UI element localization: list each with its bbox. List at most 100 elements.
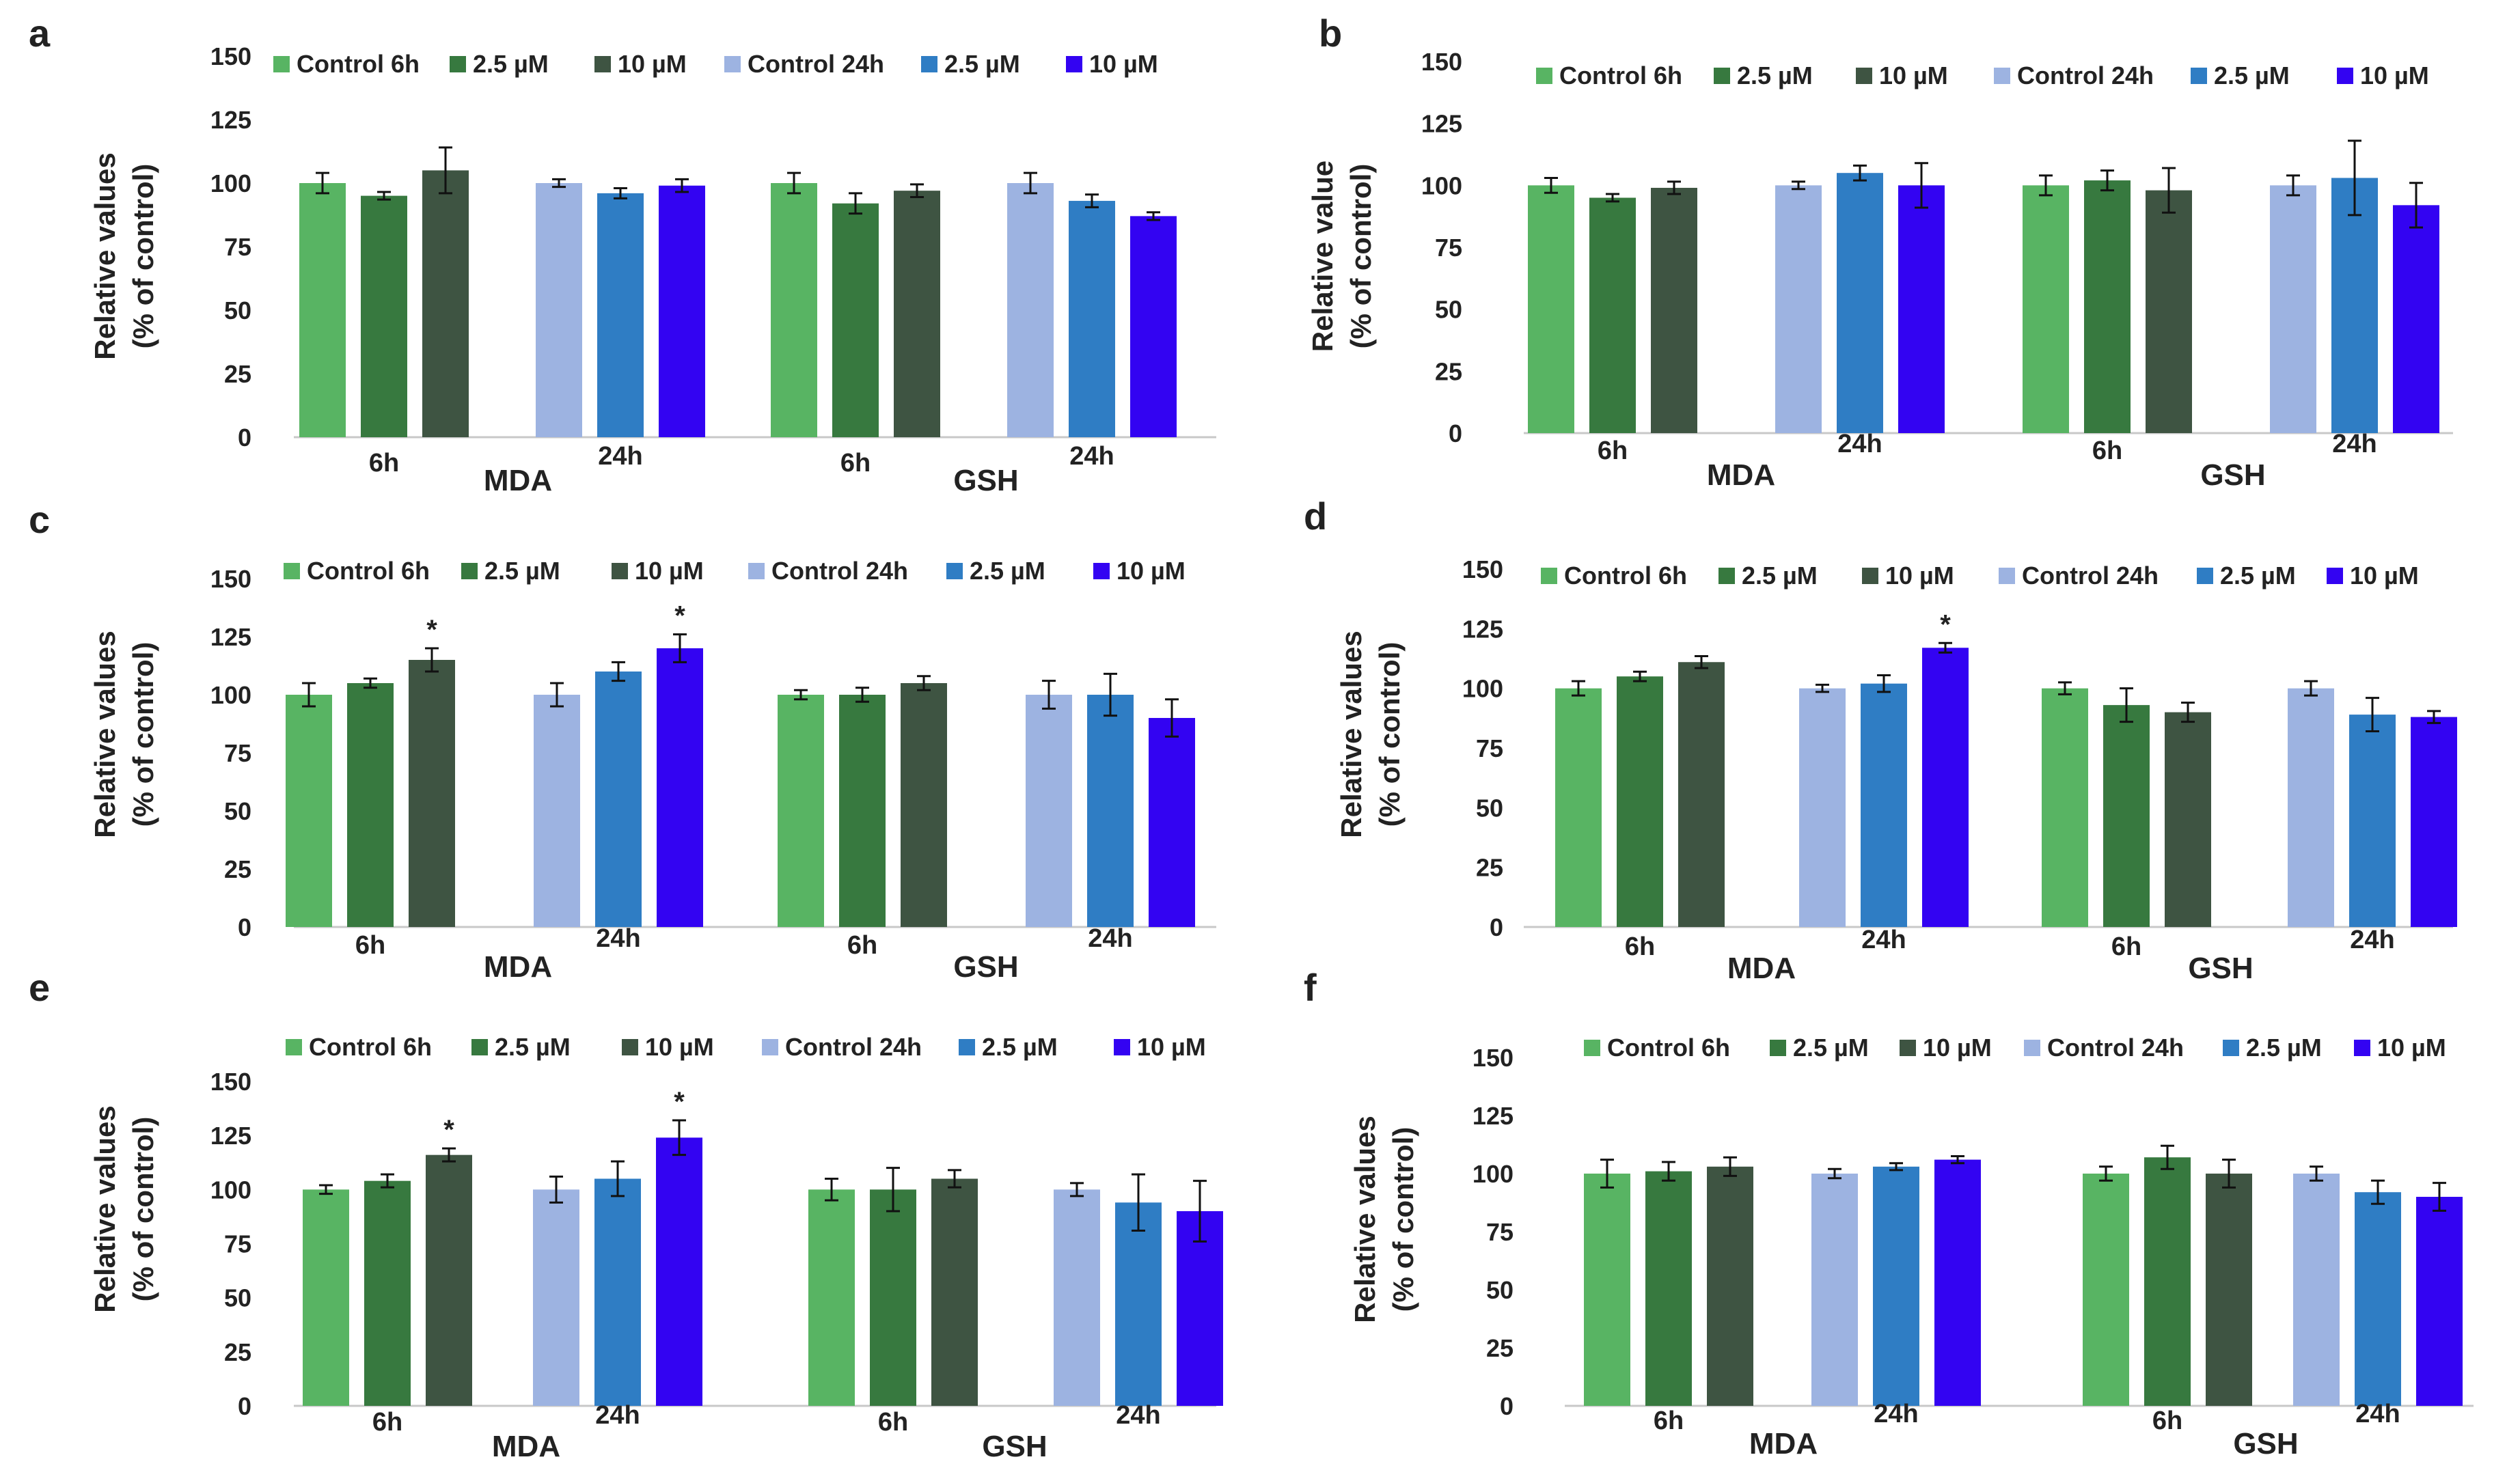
legend-label: 10 µM	[1879, 61, 1948, 89]
legend-label: 10 µM	[1885, 562, 1954, 590]
y-axis-label-line: Relative values	[89, 631, 121, 838]
x-tick-label: 6h	[1654, 1407, 1684, 1435]
bar	[1528, 185, 1574, 433]
panel-label: e	[29, 966, 50, 1009]
bar	[2416, 1197, 2463, 1406]
bar	[832, 203, 879, 437]
bar	[1934, 1159, 1981, 1406]
legend-label: 2.5 µM	[2214, 61, 2290, 89]
x-tick-label: 24h	[595, 1401, 640, 1430]
group-label: GSH	[953, 464, 1018, 497]
bar	[2270, 185, 2316, 433]
x-tick-label: 6h	[1625, 932, 1655, 961]
legend-swatch	[1994, 68, 2010, 84]
y-tick-label: 100	[210, 169, 251, 197]
y-tick-label: 75	[224, 1230, 251, 1258]
significance-marker: *	[443, 1115, 454, 1145]
bar	[1922, 648, 1969, 927]
y-tick-label: 0	[238, 424, 251, 452]
bar	[894, 191, 940, 437]
x-tick-label: 24h	[2332, 430, 2377, 458]
x-tick-label: 24h	[2350, 926, 2394, 954]
x-tick-label: 24h	[1837, 430, 1882, 458]
y-tick-label: 100	[210, 681, 251, 709]
legend-label: 2.5 µM	[944, 50, 1020, 78]
chart-panel-c: c Relative values (% of control) 0 25 50 75 100…	[29, 498, 1216, 984]
legend-label: 10 µM	[1137, 1033, 1206, 1061]
y-tick-label: 25	[1435, 357, 1462, 385]
bar	[808, 1189, 855, 1406]
legend-swatch	[2223, 1040, 2239, 1056]
y-tick-label: 150	[210, 42, 251, 70]
bar	[2083, 1174, 2129, 1406]
y-tick-label: 150	[1473, 1044, 1514, 1072]
bar	[1177, 1211, 1223, 1406]
legend-label: 2.5 µM	[2246, 1034, 2322, 1062]
y-tick-label: 100	[1421, 171, 1462, 199]
y-axis-label: Relative values (% of control)	[1335, 631, 1406, 838]
bar	[1775, 185, 1822, 433]
x-tick-label: 6h	[1598, 437, 1628, 465]
legend-swatch	[748, 563, 765, 579]
legend-label: Control 6h	[307, 557, 430, 585]
bar	[534, 695, 580, 927]
bar	[1873, 1166, 1919, 1406]
legend: Control 6h 2.5 µM 10 µM Control 24h 2.5 µM 10…	[1541, 562, 2419, 590]
bar	[1115, 1202, 1162, 1406]
bar	[1069, 201, 1115, 437]
bar	[2293, 1174, 2340, 1406]
bar	[1617, 676, 1663, 927]
y-tick-label: 150	[1462, 555, 1503, 583]
y-tick-label: 50	[1476, 794, 1503, 822]
legend-label: 10 µM	[635, 557, 704, 585]
y-tick-label: 0	[238, 1392, 251, 1420]
panel-label: d	[1304, 495, 1327, 538]
x-tick-label: 24h	[596, 924, 640, 953]
legend-swatch	[1900, 1040, 1916, 1056]
y-axis-label: Relative values (% of control)	[1349, 1116, 1419, 1323]
legend-swatch	[1541, 568, 1557, 584]
legend-label: Control 24h	[785, 1033, 922, 1061]
bar	[2042, 688, 2088, 927]
legend-swatch	[612, 563, 628, 579]
y-tick-label: 50	[1486, 1276, 1514, 1304]
legend-label: 10 µM	[1089, 50, 1158, 78]
legend-swatch	[450, 56, 466, 72]
legend-swatch	[1584, 1040, 1600, 1056]
legend: Control 6h 2.5 µM 10 µM Control 24h 2.5 µM 10…	[1536, 61, 2429, 89]
legend-label: Control 6h	[1559, 61, 1682, 89]
chart-panel-f: f Relative values (% of control) 0 25 50 75 100…	[1304, 966, 2474, 1461]
group-label: GSH	[953, 950, 1018, 984]
legend-swatch	[471, 1039, 488, 1055]
chart-panel-a: a Relative values (% of control) 0 25 50 75 100…	[29, 12, 1216, 497]
legend-swatch	[286, 1039, 302, 1055]
bar	[870, 1189, 916, 1406]
x-tick-label: 6h	[2111, 932, 2141, 961]
bar	[778, 695, 824, 927]
bar	[303, 1189, 349, 1406]
bar	[1589, 197, 1636, 433]
legend-label: 2.5 µM	[982, 1033, 1058, 1061]
bar	[659, 185, 705, 437]
legend-label: 2.5 µM	[495, 1033, 571, 1061]
legend-label: 2.5 µM	[1742, 562, 1818, 590]
legend-swatch	[2327, 568, 2343, 584]
legend-swatch	[2354, 1040, 2370, 1056]
legend-swatch	[724, 56, 741, 72]
bar	[364, 1180, 411, 1406]
panel-label: a	[29, 12, 51, 55]
bar	[422, 170, 469, 437]
y-axis-label: Relative values (% of control)	[89, 631, 159, 838]
x-tick-label: 6h	[372, 1408, 402, 1437]
legend: Control 6h 2.5 µM 10 µM Control 24h 2.5 µM 10…	[286, 1033, 1206, 1061]
bar	[656, 1137, 702, 1406]
y-tick-label: 100	[1473, 1160, 1514, 1188]
y-tick-label: 75	[1435, 234, 1462, 262]
y-axis-label-line: Relative values	[89, 152, 121, 360]
legend-swatch	[762, 1039, 778, 1055]
group-label: MDA	[484, 464, 552, 497]
group-label: GSH	[982, 1430, 1047, 1463]
bar	[2355, 1192, 2401, 1406]
y-tick-label: 75	[1486, 1218, 1514, 1246]
